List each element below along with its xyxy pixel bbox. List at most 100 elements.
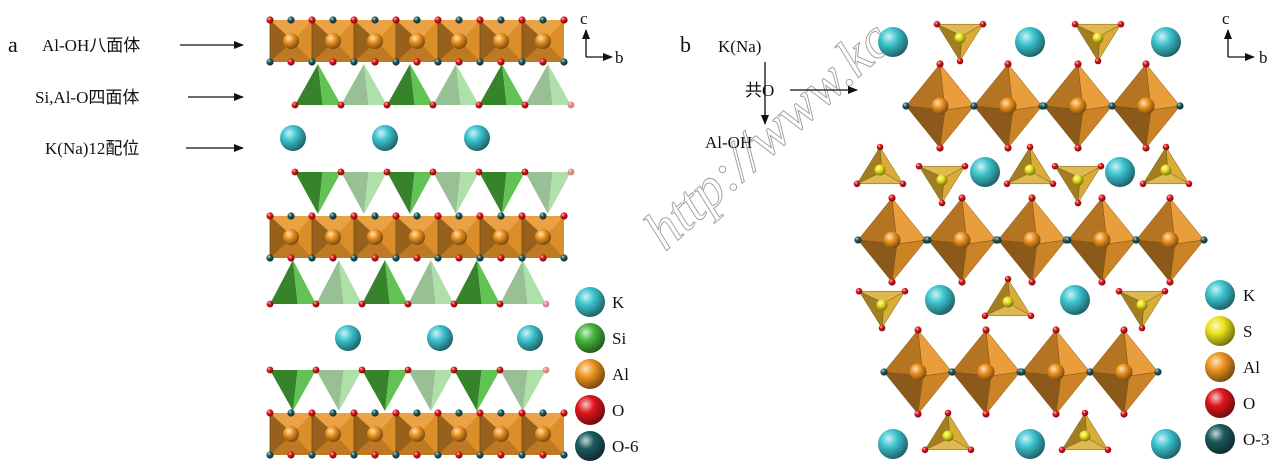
o6-atom xyxy=(455,16,463,24)
o6-atom xyxy=(539,16,547,24)
si-al-o-tetrahedron xyxy=(450,260,504,308)
al-oh-octahedron xyxy=(311,20,354,62)
si-al-o-tetrahedron xyxy=(404,260,458,308)
o-atom xyxy=(392,212,400,220)
o-atom xyxy=(1027,312,1035,320)
o-atom xyxy=(1052,326,1060,334)
o-atom xyxy=(358,300,366,308)
al-oh-octahedron xyxy=(521,216,564,258)
al-atom xyxy=(1069,97,1087,115)
panel-a-axis-b-label: b xyxy=(615,48,624,67)
o-atom xyxy=(476,16,484,24)
o6-atom xyxy=(539,409,547,417)
o-atom xyxy=(1004,144,1012,152)
s-o-tetrahedron xyxy=(1051,162,1105,207)
legend-swatch xyxy=(1205,352,1235,382)
o-atom xyxy=(329,58,337,66)
o-atom xyxy=(1120,410,1128,418)
si-al-o-tetrahedron xyxy=(521,168,575,214)
o3-atom xyxy=(1132,236,1140,244)
o-atom xyxy=(518,409,526,417)
o6-atom xyxy=(350,58,358,66)
al-atom xyxy=(999,97,1017,115)
k-atom xyxy=(1151,27,1181,57)
o-atom xyxy=(982,326,990,334)
al-oh-octahedron xyxy=(521,413,564,455)
o3-atom xyxy=(1108,102,1116,110)
al-atom xyxy=(1161,231,1179,249)
al-atom xyxy=(283,229,299,245)
o-atom xyxy=(1104,446,1112,454)
s-atom xyxy=(1136,299,1148,311)
al-atom xyxy=(931,97,949,115)
al-oh-octahedron xyxy=(395,216,438,258)
al-atom xyxy=(451,229,467,245)
o-atom xyxy=(392,409,400,417)
o-atom xyxy=(521,101,529,109)
si-al-o-tetrahedron xyxy=(496,260,550,308)
s-o-tetrahedron xyxy=(853,143,907,188)
al-atom xyxy=(1093,231,1111,249)
o3-atom xyxy=(1040,102,1048,110)
o3-atom xyxy=(994,236,1002,244)
si-al-o-tetrahedron xyxy=(312,260,366,308)
o6-atom xyxy=(329,409,337,417)
legend-swatch xyxy=(1205,424,1235,454)
o-atom xyxy=(1166,194,1174,202)
si-al-o-tetrahedron xyxy=(475,64,529,109)
s-o-tetrahedron xyxy=(855,287,909,332)
s-atom xyxy=(1160,164,1172,176)
k-atom xyxy=(878,27,908,57)
s-atom xyxy=(1072,174,1084,186)
o-atom xyxy=(888,278,896,286)
o-atom xyxy=(539,451,547,459)
o-atom xyxy=(1115,287,1123,295)
al-oh-octahedron xyxy=(353,413,396,455)
o-atom xyxy=(383,101,391,109)
al-oh-octahedron xyxy=(479,413,522,455)
o-atom xyxy=(308,16,316,24)
si-al-o-tetrahedron xyxy=(383,168,437,214)
al-oh-octahedron xyxy=(437,216,480,258)
o-atom xyxy=(1097,162,1105,170)
o6-atom xyxy=(308,58,316,66)
si-al-o-tetrahedron xyxy=(291,168,345,214)
si-al-o-tetrahedron xyxy=(496,366,550,411)
o-atom xyxy=(413,254,421,262)
watermark-text: http://www.kc xyxy=(632,9,903,262)
al-atom xyxy=(325,33,341,49)
legend-label: Al xyxy=(612,365,629,384)
s-o-tetrahedron xyxy=(1003,143,1057,188)
o6-atom xyxy=(560,254,568,262)
o-atom xyxy=(1138,324,1146,332)
legend-label: O xyxy=(1243,394,1255,413)
al-atom xyxy=(535,426,551,442)
legend-swatch xyxy=(575,431,605,461)
o-atom xyxy=(958,194,966,202)
o-atom xyxy=(539,254,547,262)
o3-atom xyxy=(1018,368,1026,376)
o-atom xyxy=(1028,278,1036,286)
o6-atom xyxy=(518,58,526,66)
al-oh-octahedron xyxy=(880,326,956,418)
o6-atom xyxy=(434,254,442,262)
o6-atom xyxy=(413,409,421,417)
o-atom xyxy=(429,168,437,176)
s-atom xyxy=(1092,32,1104,44)
o-atom xyxy=(1049,180,1057,188)
o6-atom xyxy=(308,254,316,262)
o-atom xyxy=(899,180,907,188)
o-atom xyxy=(434,409,442,417)
al-oh-octahedron xyxy=(479,20,522,62)
hydroxyl-annotation: Al-OH xyxy=(705,133,752,152)
al-atom xyxy=(325,426,341,442)
tetrahedral-layer xyxy=(291,64,575,109)
k-atom xyxy=(1105,157,1135,187)
o3-atom xyxy=(880,368,888,376)
si-al-o-tetrahedron xyxy=(521,64,575,109)
legend-label: O-6 xyxy=(612,437,638,456)
o-atom xyxy=(371,58,379,66)
panel-b-structure xyxy=(853,20,1208,459)
o6-atom xyxy=(539,212,547,220)
si-al-o-tetrahedron xyxy=(475,168,529,214)
